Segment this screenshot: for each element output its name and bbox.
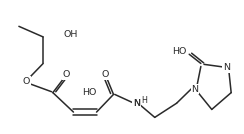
Text: O: O — [62, 70, 70, 79]
Text: O: O — [22, 77, 30, 86]
Text: N: N — [133, 99, 140, 108]
Text: HO: HO — [82, 88, 97, 97]
Text: N: N — [191, 85, 198, 94]
Text: N: N — [133, 99, 140, 108]
Text: N: N — [223, 63, 230, 72]
Text: HO: HO — [172, 47, 186, 56]
Text: H: H — [141, 96, 147, 105]
Text: O: O — [101, 70, 109, 79]
Text: OH: OH — [64, 30, 78, 39]
